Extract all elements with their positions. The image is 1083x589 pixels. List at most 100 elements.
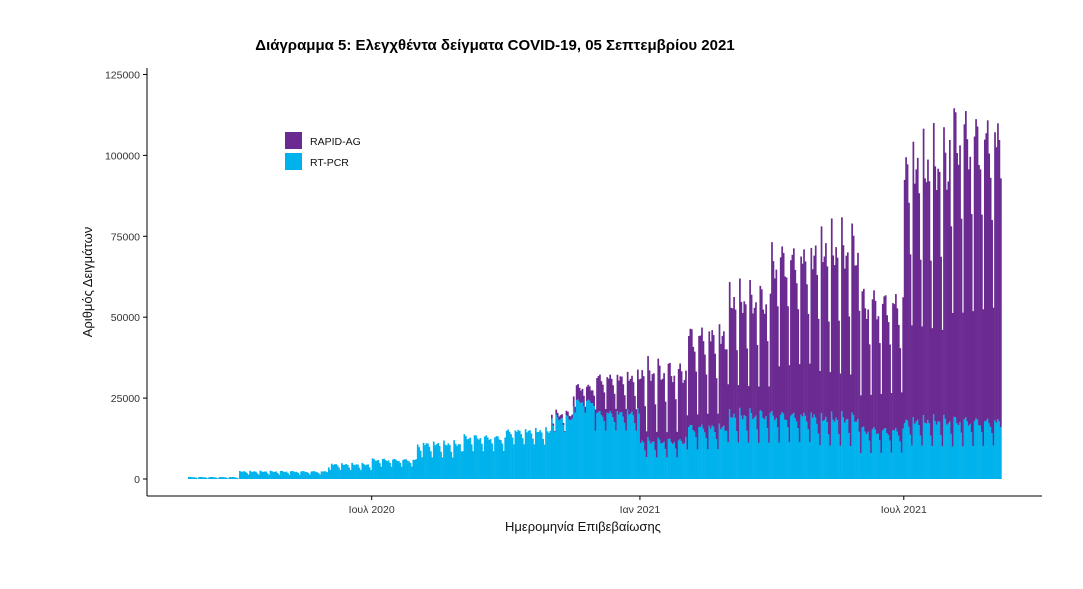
bar-rt-pcr (609, 411, 612, 479)
bar-rapid-ag (731, 308, 734, 418)
bar-rt-pcr (886, 433, 888, 479)
bar-rt-pcr (988, 423, 991, 479)
bar-rt-pcr (651, 441, 654, 479)
bar-rt-pcr (246, 473, 249, 479)
bar-rt-pcr (644, 450, 647, 479)
bar-rapid-ag (725, 349, 728, 431)
bar-rt-pcr (288, 474, 291, 479)
bar-rt-pcr (510, 434, 512, 479)
bar-rt-pcr (671, 443, 674, 479)
bar-rapid-ag (711, 330, 714, 426)
bar-rapid-ag (868, 344, 871, 441)
bar-rt-pcr (727, 442, 730, 479)
bar-rapid-ag (915, 169, 918, 422)
bar-rapid-ag (782, 252, 785, 414)
bar-rt-pcr (529, 430, 531, 479)
bar-rapid-ag (762, 309, 765, 418)
bar-rt-pcr (825, 416, 827, 479)
bar-rt-pcr (692, 430, 695, 479)
bar-rt-pcr (647, 436, 649, 479)
bar-rapid-ag (733, 297, 735, 414)
bar-rt-pcr (699, 426, 702, 479)
bar-rt-pcr (556, 417, 559, 479)
bar-rapid-ag (792, 248, 795, 413)
bar-rt-pcr (965, 417, 967, 479)
bar-rapid-ag (873, 290, 875, 427)
bar-rapid-ag (651, 374, 654, 442)
bar-rapid-ag (844, 268, 846, 423)
bar-rapid-ag (798, 364, 801, 443)
bar-rapid-ag (727, 384, 730, 443)
bar-rapid-ag (900, 392, 903, 453)
bar-rapid-ag (756, 344, 759, 430)
bar-rapid-ag (597, 376, 600, 412)
bar-rapid-ag (690, 329, 693, 426)
bar-rt-pcr (492, 451, 495, 479)
bar-rt-pcr (763, 419, 766, 479)
bar-rapid-ag (666, 432, 668, 458)
bar-rt-pcr (792, 412, 795, 479)
bar-rapid-ag (736, 350, 738, 432)
bar-rt-pcr (425, 443, 428, 479)
bar-rt-pcr (189, 476, 192, 479)
bar-rt-pcr (749, 408, 751, 479)
bar-rapid-ag (580, 390, 582, 404)
bar-rt-pcr (701, 424, 703, 479)
bar-rt-pcr (583, 406, 585, 479)
bar-rt-pcr (459, 444, 461, 479)
bar-rt-pcr (806, 421, 808, 479)
bar-rapid-ag (606, 377, 609, 413)
bar-rapid-ag (842, 245, 845, 418)
bar-rt-pcr (249, 470, 251, 479)
bar-rapid-ag (967, 169, 970, 426)
bar-rapid-ag (896, 308, 899, 432)
bar-rt-pcr (759, 410, 762, 479)
bar-rt-pcr (234, 477, 237, 479)
bar-rt-pcr (447, 443, 450, 479)
bar-rt-pcr (206, 478, 209, 479)
bar-rt-pcr (300, 471, 302, 479)
bar-rapid-ag (795, 283, 798, 422)
bar-rapid-ag (893, 304, 896, 431)
bar-rapid-ag (988, 153, 991, 424)
bar-rt-pcr (677, 440, 680, 479)
bar-rt-pcr (584, 412, 587, 479)
bar-rt-pcr (250, 471, 253, 479)
bar-rt-pcr (896, 431, 899, 479)
bar-rapid-ag (596, 378, 598, 413)
bar-rapid-ag (934, 166, 937, 421)
bar-rt-pcr (217, 478, 219, 479)
bar-rapid-ag (705, 374, 708, 439)
bar-rapid-ag (787, 306, 789, 428)
bar-rt-pcr (290, 471, 292, 479)
bar-rt-pcr (316, 472, 318, 479)
bar-rapid-ag (619, 376, 622, 413)
bar-rt-pcr (555, 414, 558, 479)
bar-rt-pcr (604, 430, 607, 479)
bar-rt-pcr (981, 432, 983, 479)
bar-rt-pcr (360, 470, 362, 479)
bar-rt-pcr (230, 477, 232, 479)
bar-rapid-ag (693, 351, 696, 432)
bar-rapid-ag (835, 247, 837, 418)
bar-rt-pcr (287, 472, 289, 479)
bar-rapid-ag (919, 259, 922, 436)
bar-rt-pcr (266, 473, 269, 479)
bar-rt-pcr (868, 440, 871, 479)
bar-rt-pcr (202, 477, 205, 479)
bar-rt-pcr (760, 411, 763, 479)
bar-rapid-ag (848, 316, 851, 434)
bar-rapid-ag (641, 370, 644, 441)
bar-rt-pcr (504, 437, 507, 479)
bar-rt-pcr (393, 458, 396, 479)
bar-rapid-ag (995, 147, 998, 423)
bar-rt-pcr (822, 421, 824, 479)
bar-rapid-ag (753, 307, 756, 418)
bar-rapid-ag (585, 386, 588, 401)
bar-rapid-ag (723, 331, 725, 426)
bar-rt-pcr (265, 471, 267, 479)
bar-rt-pcr (848, 433, 851, 479)
bar-rt-pcr (986, 418, 989, 479)
bar-rapid-ag (937, 168, 940, 422)
